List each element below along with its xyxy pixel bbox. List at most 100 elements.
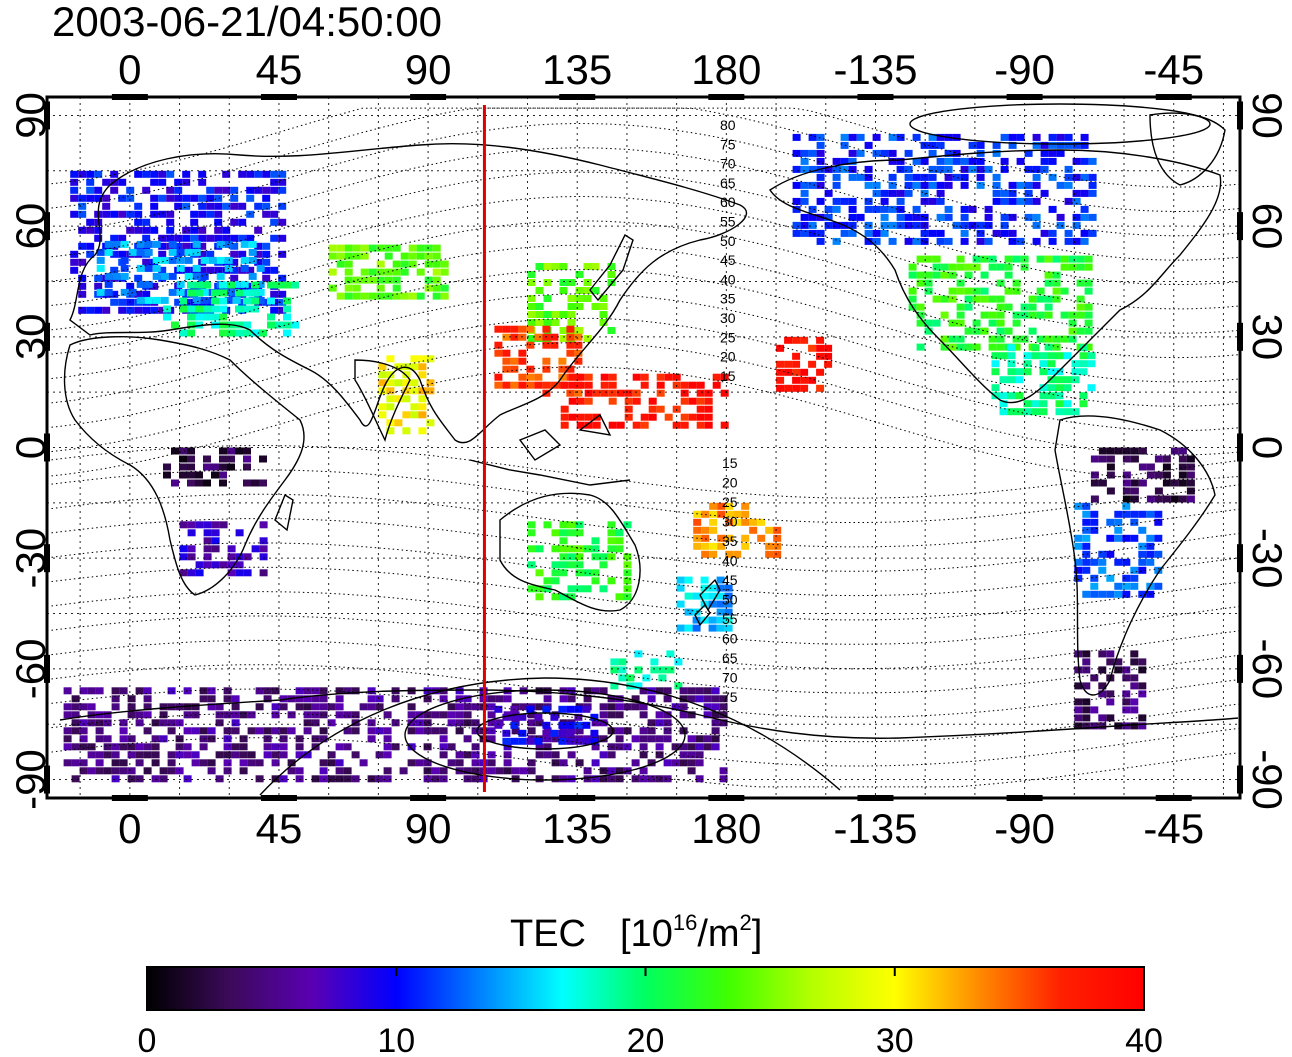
tec-cell — [824, 189, 833, 197]
tec-cell — [960, 205, 969, 213]
tec-cell — [203, 537, 212, 545]
lon-tick-mark-top — [1006, 94, 1043, 100]
tec-cell — [704, 397, 713, 405]
tec-cell — [378, 363, 387, 371]
tec-cell — [418, 403, 427, 411]
tec-cell — [87, 751, 96, 759]
tec-cell — [888, 173, 897, 181]
tec-cell — [576, 381, 585, 389]
tec-cell — [192, 248, 201, 256]
tec-cell — [535, 287, 544, 294]
tec-cell — [1106, 550, 1115, 558]
tec-cell — [279, 727, 288, 735]
tec-cell — [191, 727, 200, 735]
tec-cell — [1122, 487, 1131, 495]
contour-label-south: 15 — [722, 455, 738, 471]
tec-cell — [567, 319, 576, 326]
tec-cell — [144, 280, 153, 288]
tec-cell — [679, 711, 688, 719]
tec-cell — [1023, 408, 1032, 416]
tec-cell — [392, 244, 401, 252]
contour-line — [46, 518, 1241, 572]
tec-cell — [1114, 590, 1123, 598]
tec-cell — [1082, 706, 1091, 714]
tec-cell — [1082, 714, 1091, 722]
tec-cell — [1032, 197, 1041, 205]
tec-cell — [187, 569, 196, 577]
tec-cell — [566, 349, 575, 357]
lon-tick-mark-bottom — [111, 795, 148, 801]
tec-cell — [991, 352, 1000, 360]
tec-cell — [431, 727, 440, 735]
tec-cell — [227, 455, 235, 463]
figure-title: 2003-06-21/04:50:00 — [52, 0, 442, 45]
tec-cell — [824, 165, 833, 173]
tec-cell — [792, 133, 801, 141]
tec-cell — [704, 413, 713, 421]
tec-cell — [424, 244, 433, 252]
tec-cell — [376, 244, 385, 252]
tec-cell — [832, 221, 841, 229]
tec-cell — [96, 256, 105, 264]
lon-tick-top: -135 — [833, 46, 917, 93]
tec-cell — [1122, 574, 1131, 582]
tec-cell — [542, 705, 551, 713]
tec-cell — [134, 274, 143, 282]
tec-cell — [111, 751, 120, 759]
tec-cell — [279, 735, 288, 743]
tec-cell — [327, 759, 336, 767]
tec-cell — [808, 165, 817, 173]
tec-cell — [126, 306, 135, 314]
tec-cell — [1023, 360, 1032, 368]
tec-cell — [575, 287, 584, 294]
tec-cell — [247, 727, 256, 735]
tec-cell — [95, 767, 104, 775]
tec-cell — [527, 711, 536, 719]
tec-cell — [1008, 213, 1017, 221]
tec-cell — [584, 389, 593, 397]
tec-cell — [168, 248, 177, 256]
tec-cell — [187, 463, 195, 471]
tec-cell — [703, 735, 712, 743]
tec-cell — [187, 305, 195, 313]
tec-cell — [112, 240, 121, 248]
tec-cell — [1056, 149, 1065, 157]
tec-cell — [198, 242, 207, 250]
tec-cell — [86, 218, 95, 226]
tec-cell — [1007, 368, 1016, 376]
tec-cell — [591, 545, 600, 553]
tec-cell — [1047, 352, 1056, 360]
tec-cell — [70, 186, 79, 194]
tec-cell — [1080, 205, 1089, 213]
tec-cell — [118, 194, 127, 202]
tec-cell — [624, 405, 633, 413]
tec-cell — [287, 759, 296, 767]
contour-line — [46, 566, 1241, 621]
lat-tick-mark-right — [1237, 765, 1243, 794]
tec-cell — [431, 711, 440, 719]
tec-cell — [152, 240, 161, 248]
tec-cell — [1082, 666, 1091, 674]
tec-cell — [996, 263, 1005, 271]
tec-cell — [167, 687, 176, 695]
tec-cell — [1170, 495, 1179, 503]
tec-cell — [607, 545, 616, 553]
tec-cell — [78, 194, 87, 202]
tec-cell — [816, 181, 825, 189]
tec-cell — [71, 719, 80, 727]
tec-cell — [351, 687, 360, 695]
tec-cell — [227, 281, 235, 289]
tec-cell — [527, 545, 536, 553]
tec-cell — [391, 743, 400, 751]
tec-cell — [86, 242, 95, 250]
tec-cell — [575, 271, 584, 278]
tec-cell — [709, 526, 718, 534]
tec-cell — [219, 561, 228, 569]
tec-cell — [1084, 311, 1093, 319]
tec-cell — [567, 561, 576, 569]
tec-cell — [168, 272, 177, 280]
tec-cell — [559, 311, 568, 318]
tec-cell — [1028, 295, 1037, 303]
tec-cell — [615, 735, 624, 743]
tec-cell — [1090, 479, 1099, 487]
